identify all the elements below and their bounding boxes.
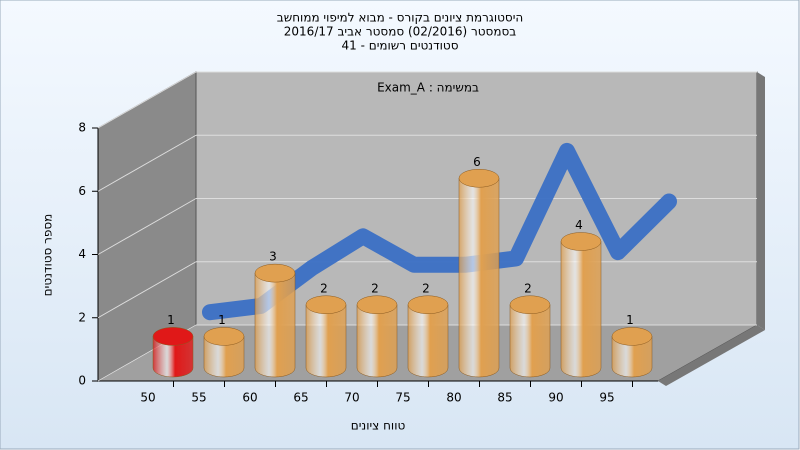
title-line: סטודנטים רשומים - 41 — [341, 39, 458, 53]
bar — [356, 304, 398, 378]
y-tick-label: 2 — [78, 310, 86, 324]
x-tick-label: 95 — [599, 391, 614, 405]
bar-top — [254, 263, 296, 283]
bar-top — [305, 295, 347, 314]
x-tick-label: 80 — [446, 391, 461, 405]
x-tick-label: 70 — [344, 391, 359, 405]
grid-line — [97, 134, 197, 192]
y-axis-label: מספר סטודנטים — [41, 214, 55, 297]
data-label: 1 — [626, 313, 634, 327]
x-tick-label: 55 — [191, 391, 206, 405]
bar — [407, 304, 449, 378]
data-label: 4 — [575, 218, 583, 232]
bar-top — [152, 327, 194, 346]
bar-top — [356, 295, 398, 314]
y-tick-label: 8 — [78, 121, 86, 135]
bar — [509, 304, 551, 378]
bar-top — [611, 327, 653, 346]
data-label: 3 — [269, 250, 277, 264]
data-label: 2 — [524, 281, 532, 295]
bar-top — [203, 327, 245, 346]
bar-top — [458, 169, 500, 188]
y-tick-label: 4 — [78, 247, 86, 261]
bar — [611, 336, 653, 378]
bar — [203, 336, 245, 378]
x-axis-label: טווח ציונים — [351, 419, 406, 433]
bar-top — [407, 295, 449, 314]
data-label: 6 — [473, 155, 481, 169]
data-label: 2 — [320, 281, 328, 295]
data-label: 2 — [371, 281, 379, 295]
data-label: 1 — [167, 313, 175, 327]
bar — [305, 304, 347, 378]
data-label: 1 — [218, 313, 226, 327]
bar — [254, 272, 296, 378]
title-line: בסמסטר (02/2016) סמסטר אביב 2016/17 — [284, 25, 516, 39]
bar — [458, 178, 500, 378]
bar — [152, 336, 194, 378]
wall-edge — [757, 72, 765, 330]
y-tick-label: 6 — [78, 184, 86, 198]
title-line: היסטוגרמת ציונים בקורס - מבוא למיפוי ממו… — [277, 11, 523, 25]
x-tick-label: 50 — [140, 391, 155, 405]
y-tick-label: 0 — [78, 374, 86, 388]
annotation: Exam_A : במשימה — [377, 81, 479, 95]
bar — [560, 241, 602, 378]
bar-top — [509, 295, 551, 314]
data-label: 2 — [422, 281, 430, 295]
x-tick-label: 65 — [293, 391, 308, 405]
x-tick-label: 90 — [548, 391, 563, 405]
grid-line — [97, 198, 197, 255]
floor-edge — [658, 325, 765, 386]
x-tick-label: 85 — [497, 391, 512, 405]
grid-line — [97, 261, 197, 319]
bar-top — [560, 232, 602, 251]
x-tick-label: 60 — [242, 391, 257, 405]
x-tick-label: 75 — [395, 391, 410, 405]
grid-line — [97, 71, 197, 129]
